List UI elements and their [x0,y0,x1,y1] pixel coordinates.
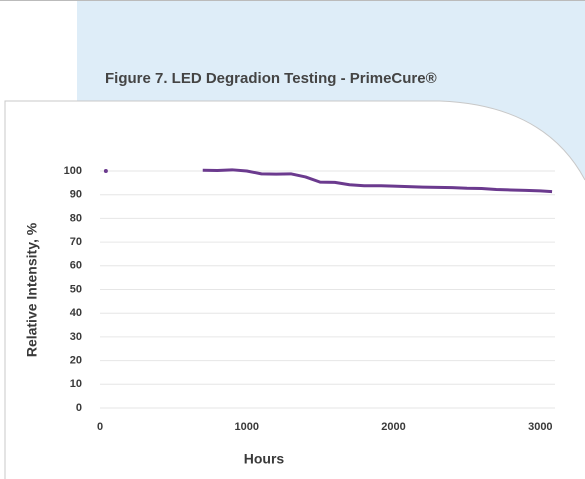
x-axis-label: Hours [244,451,285,467]
chart-title: Figure 7. LED Degradion Testing - PrimeC… [105,70,437,87]
card-border [4,100,585,479]
y-axis-label: Relative Intensity, % [24,222,40,357]
y-tick-label: 0 [76,402,82,414]
y-tick-label: 50 [70,283,82,295]
y-tick-label: 90 [70,189,82,201]
line-point [103,169,108,173]
data-line [202,168,553,194]
y-tick-label: 40 [70,307,82,319]
y-tick-label: 30 [70,331,82,343]
y-tick-label: 80 [70,212,82,224]
x-tick-label: 2000 [381,421,405,433]
x-tick-label: 1000 [235,421,259,433]
y-tick-label: 10 [70,378,82,390]
x-tick-label: 0 [97,421,103,433]
x-tick-label: 3000 [528,421,552,433]
y-tick-label: 70 [70,236,82,248]
y-tick-label: 60 [70,260,82,272]
y-tick-label: 100 [64,165,82,177]
y-tick-label: 20 [70,355,82,367]
